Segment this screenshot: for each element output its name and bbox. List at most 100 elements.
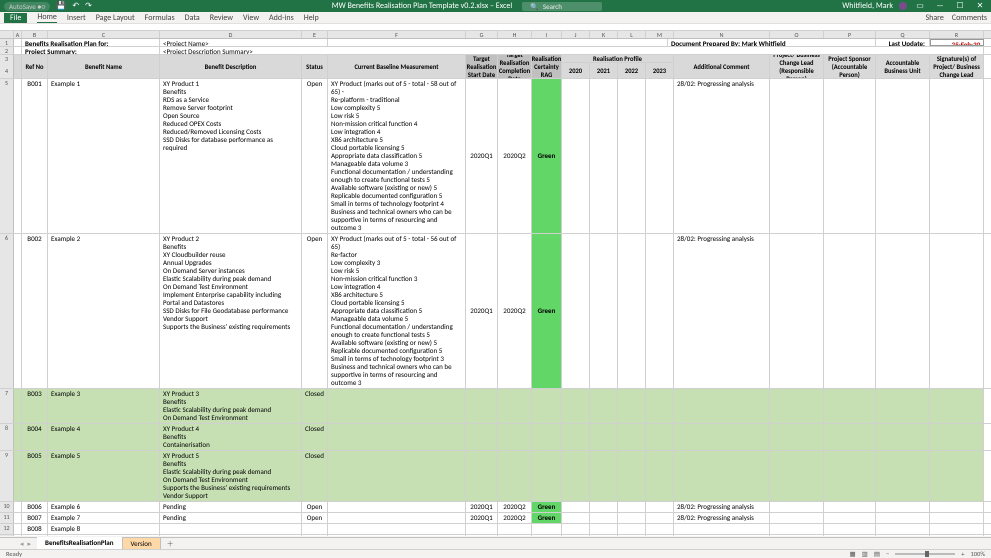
cell-tcomp[interactable]: 2020Q2: [498, 79, 532, 233]
col-A[interactable]: A: [14, 31, 22, 38]
col-E[interactable]: E: [302, 31, 328, 38]
tab-file[interactable]: File: [4, 13, 27, 23]
ribbon-options-icon[interactable]: ▭: [913, 1, 927, 11]
cell-ref[interactable]: B002: [22, 234, 48, 388]
cell-status[interactable]: Open: [302, 502, 328, 512]
cell-status[interactable]: [302, 535, 328, 536]
row-head[interactable]: 12: [0, 524, 14, 534]
cell-desc[interactable]: XY Product 3 Benefits Elastic Scalabilit…: [160, 389, 302, 423]
tab-help[interactable]: Help: [304, 13, 319, 23]
cell-tcomp[interactable]: 2020Q2: [498, 234, 532, 388]
cell-comment[interactable]: 28/02: Progressing analysis: [674, 79, 770, 233]
cell-2020[interactable]: [562, 451, 590, 501]
cell-2020[interactable]: [562, 535, 590, 536]
cell-2020[interactable]: [562, 524, 590, 534]
cell-unit[interactable]: [876, 234, 930, 388]
cell-ref[interactable]: B005: [22, 451, 48, 501]
cell-ref[interactable]: B004: [22, 424, 48, 450]
row-head[interactable]: 8: [0, 424, 14, 450]
cell-name[interactable]: Example 6: [48, 502, 160, 512]
cell-status[interactable]: Open: [302, 234, 328, 388]
cell-2021[interactable]: [590, 513, 618, 523]
autosave-toggle[interactable]: AutoSave ●○: [4, 2, 50, 11]
cell-tcomp[interactable]: [498, 389, 532, 423]
cell-2023[interactable]: [646, 79, 674, 233]
cell-status[interactable]: [302, 524, 328, 534]
cell-unit[interactable]: [876, 513, 930, 523]
cell-name[interactable]: Example 4: [48, 424, 160, 450]
cell-sig[interactable]: [930, 389, 984, 423]
cell-ref[interactable]: B003: [22, 389, 48, 423]
cell-comment[interactable]: 28/02: Progressing analysis: [674, 502, 770, 512]
cell-tstart[interactable]: [466, 524, 498, 534]
tab-formulas[interactable]: Formulas: [145, 13, 175, 23]
cell-ref[interactable]: B006: [22, 502, 48, 512]
cell-2021[interactable]: [590, 524, 618, 534]
project-summary[interactable]: <Project Description Summary>: [160, 47, 984, 54]
cell-2020[interactable]: [562, 389, 590, 423]
cell-desc[interactable]: XY Product 4 Benefits Containerisation: [160, 424, 302, 450]
cell-tcomp[interactable]: [498, 451, 532, 501]
col-L[interactable]: L: [618, 31, 646, 38]
cell-status[interactable]: Closed: [302, 424, 328, 450]
comments-button[interactable]: Comments: [952, 13, 987, 23]
cell-tstart[interactable]: [466, 535, 498, 536]
cell-comment[interactable]: 28/02: Progressing analysis: [674, 234, 770, 388]
cell-tstart[interactable]: 2020Q1: [466, 513, 498, 523]
cell-tstart[interactable]: [466, 424, 498, 450]
cell-2023[interactable]: [646, 389, 674, 423]
cell-tstart[interactable]: [466, 389, 498, 423]
view-pagelayout-icon[interactable]: ▥: [862, 550, 868, 558]
cell-2022[interactable]: [618, 79, 646, 233]
cell-2021[interactable]: [590, 535, 618, 536]
cell-name[interactable]: Example 2: [48, 234, 160, 388]
undo-icon[interactable]: ↶: [72, 1, 79, 11]
cell-unit[interactable]: [876, 79, 930, 233]
cell-unit[interactable]: [876, 502, 930, 512]
worksheet[interactable]: 1 Benefits Realisation Plan for: <Projec…: [0, 39, 991, 536]
cell-ref[interactable]: B007: [22, 513, 48, 523]
cell-tstart[interactable]: 2020Q1: [466, 234, 498, 388]
cell-sponsor[interactable]: [824, 513, 876, 523]
cell-unit[interactable]: [876, 424, 930, 450]
zoom-in-icon[interactable]: +: [961, 550, 964, 558]
cell-desc[interactable]: Pending: [160, 502, 302, 512]
cell-tstart[interactable]: 2020Q1: [466, 502, 498, 512]
cell-2021[interactable]: [590, 234, 618, 388]
row-head[interactable]: 6: [0, 234, 14, 388]
cell-measure[interactable]: XY Product (marks out of 5 - total - 58 …: [328, 79, 466, 233]
cell-measure[interactable]: [328, 451, 466, 501]
sheet-nav-prev-icon[interactable]: ◂: [20, 539, 24, 548]
cell-name[interactable]: Example 7: [48, 513, 160, 523]
cell-2021[interactable]: [590, 502, 618, 512]
tab-view[interactable]: View: [243, 13, 259, 23]
cell-rag[interactable]: [532, 389, 562, 423]
cell-tstart[interactable]: 2020Q1: [466, 79, 498, 233]
cell-sig[interactable]: [930, 79, 984, 233]
tab-data[interactable]: Data: [185, 13, 200, 23]
zoom-slider[interactable]: [895, 553, 955, 555]
cell-lead[interactable]: [770, 524, 824, 534]
cell-lead[interactable]: [770, 513, 824, 523]
cell-2020[interactable]: [562, 502, 590, 512]
cell-rag[interactable]: Green: [532, 79, 562, 233]
row-head[interactable]: 5: [0, 79, 14, 233]
cell-2021[interactable]: [590, 424, 618, 450]
tab-addins[interactable]: Add-ins: [269, 13, 294, 23]
row-head[interactable]: 10: [0, 502, 14, 512]
cell-rag[interactable]: [532, 451, 562, 501]
share-button[interactable]: Share: [925, 13, 943, 23]
cell-lead[interactable]: [770, 424, 824, 450]
prepared-by[interactable]: Document Prepared By: Mark Whitfield: [668, 39, 876, 46]
avatar[interactable]: [899, 2, 907, 10]
cell-2020[interactable]: [562, 234, 590, 388]
cell-2020[interactable]: [562, 513, 590, 523]
cell-2023[interactable]: [646, 502, 674, 512]
view-normal-icon[interactable]: ▦: [850, 550, 856, 558]
last-update-label[interactable]: Last Update:: [876, 39, 930, 46]
search-input[interactable]: 🔍Search: [522, 2, 602, 11]
cell-comment[interactable]: 28/02: Progressing analysis: [674, 513, 770, 523]
cell-sponsor[interactable]: [824, 535, 876, 536]
cell-lead[interactable]: [770, 234, 824, 388]
cell-lead[interactable]: [770, 79, 824, 233]
